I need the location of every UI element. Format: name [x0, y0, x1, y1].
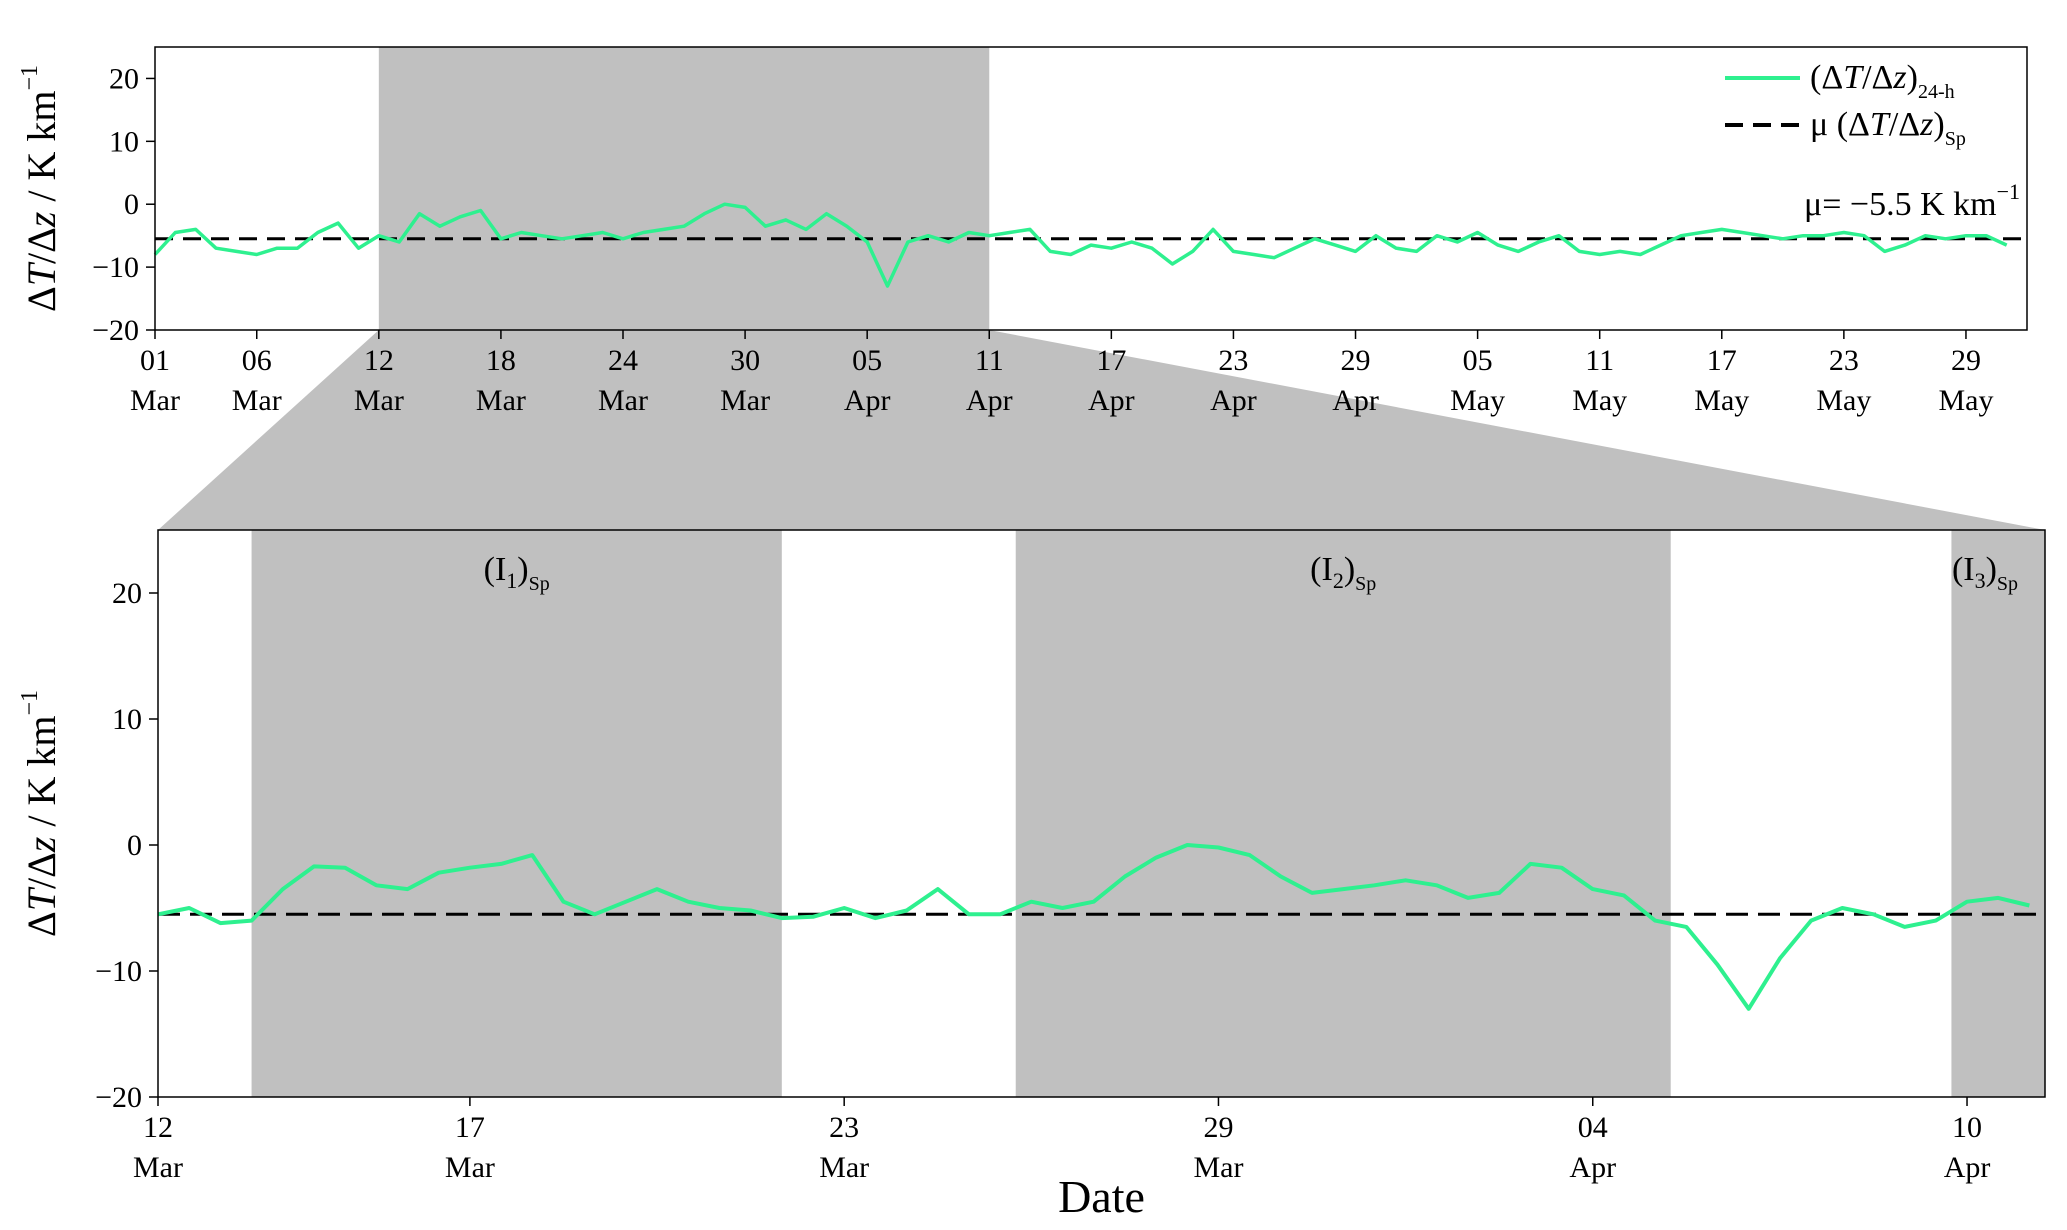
overview-y-tick-label: 10	[109, 125, 139, 158]
zoom-interval-2	[1015, 530, 1671, 1097]
overview-x-tick-month: Apr	[966, 384, 1013, 417]
zoom-interval-label-3: (I3)Sp	[1952, 551, 2018, 595]
zoom-y-tick-label: 10	[112, 703, 142, 736]
zoom-x-axis-label: Date	[1058, 1171, 1145, 1222]
zoom-x-tick-label: 17	[455, 1111, 485, 1144]
zoom-x-tick-label: 23	[829, 1111, 859, 1144]
zoom-interval-label-1: (I1)Sp	[484, 551, 550, 595]
zoom-x-tick-month: Mar	[1193, 1151, 1243, 1184]
zoom-intervals	[251, 530, 2045, 1097]
zoom-y-tick-label: 20	[112, 577, 142, 610]
overview-x-tick-label: 18	[486, 344, 516, 377]
zoom-y-ticks: −20 −10 0 10 20	[95, 577, 158, 1114]
mean-annotation: μ= −5.5 K km−1	[1804, 179, 2020, 223]
zoom-x-tick-label: 04	[1578, 1111, 1608, 1144]
zoom-x-tick-month: Apr	[1569, 1151, 1616, 1184]
zoom-x-tick-label: 29	[1203, 1111, 1233, 1144]
overview-y-tick-label: 20	[109, 62, 139, 95]
overview-x-tick-label: 01	[140, 344, 170, 377]
overview-x-tick-month: May	[1938, 384, 1993, 417]
zoom-x-tick-label: 10	[1952, 1111, 1982, 1144]
zoom-y-tick-label: −20	[95, 1081, 142, 1114]
zoom-series-line	[157, 843, 2030, 1011]
overview-x-tick-month: May	[1450, 384, 1505, 417]
zoom-y-tick-label: −10	[95, 955, 142, 988]
zoom-connector	[158, 330, 2045, 530]
zoom-y-axis-label: ΔT/Δz / K km−1	[17, 690, 64, 937]
overview-x-tick-month: May	[1816, 384, 1871, 417]
zoom-interval-label-2: (I2)Sp	[1310, 551, 1376, 595]
overview-x-tick-label: 29	[1341, 344, 1371, 377]
overview-x-tick-month: Apr	[844, 384, 891, 417]
overview-y-ticks: −20 −10 0 10 20	[92, 62, 155, 347]
overview-x-tick-label: 23	[1829, 344, 1859, 377]
overview-x-tick-month: Mar	[232, 384, 282, 417]
overview-x-tick-label: 17	[1707, 344, 1737, 377]
overview-series-line	[153, 202, 2008, 288]
overview-x-tick-label: 12	[364, 344, 394, 377]
zoom-interval-3	[1951, 530, 2045, 1097]
overview-x-tick-label: 17	[1096, 344, 1126, 377]
overview-x-tick-label: 30	[730, 344, 760, 377]
zoom-interval-labels: (I1)Sp (I2)Sp (I3)Sp	[484, 551, 2018, 595]
legend-label-24h: (ΔT/Δz)24-h	[1810, 59, 1955, 103]
zoom-x-tick-month: Apr	[1944, 1151, 1991, 1184]
overview-x-tick-month: May	[1572, 384, 1627, 417]
overview-y-tick-label: −10	[92, 251, 139, 284]
overview-x-tick-month: Mar	[476, 384, 526, 417]
zoom-x-tick-month: Mar	[445, 1151, 495, 1184]
overview-x-ticks: 01 Mar 06 Mar 12 Mar 18 Mar 24 Mar 30 Mar 05 Apr 11 Apr…	[130, 330, 1993, 417]
overview-x-tick-month: Apr	[1210, 384, 1257, 417]
overview-x-tick-month: Mar	[720, 384, 770, 417]
zoom-x-tick-label: 12	[143, 1111, 173, 1144]
overview-x-tick-label: 24	[608, 344, 638, 377]
overview-x-tick-label: 29	[1951, 344, 1981, 377]
overview-highlight-span	[378, 47, 990, 330]
overview-x-tick-label: 11	[1585, 344, 1614, 377]
overview-panel: −20 −10 0 10 20 01 Mar 06 Mar 12 Mar 18 Mar 24 Mar 30 M…	[17, 46, 2028, 417]
overview-x-tick-month: May	[1694, 384, 1749, 417]
overview-plot-frame	[154, 46, 2028, 331]
overview-y-axis-label: ΔT/Δz / K km−1	[17, 65, 64, 312]
zoom-panel: −20 −10 0 10 20 12 Mar 17 Mar 23 Mar 29 Mar 04 Apr 10 A…	[17, 529, 2046, 1222]
zoom-x-tick-month: Mar	[133, 1151, 183, 1184]
overview-x-tick-label: 05	[1463, 344, 1493, 377]
overview-x-tick-month: Mar	[598, 384, 648, 417]
overview-x-tick-month: Mar	[130, 384, 180, 417]
zoom-x-tick-month: Mar	[819, 1151, 869, 1184]
overview-y-tick-label: −20	[92, 314, 139, 347]
zoom-x-ticks: 12 Mar 17 Mar 23 Mar 29 Mar 04 Apr 10 Apr	[133, 1097, 1990, 1184]
overview-x-tick-label: 11	[975, 344, 1004, 377]
zoom-interval-1	[251, 530, 782, 1097]
overview-x-tick-label: 05	[852, 344, 882, 377]
zoom-y-tick-label: 0	[127, 829, 142, 862]
overview-x-tick-month: Mar	[354, 384, 404, 417]
legend: (ΔT/Δz)24-h μ (ΔT/Δz)Sp	[1725, 59, 1966, 150]
legend-label-mean: μ (ΔT/Δz)Sp	[1810, 106, 1966, 150]
overview-x-tick-label: 06	[242, 344, 272, 377]
zoom-plot-frame	[157, 529, 2046, 1098]
overview-x-tick-month: Apr	[1332, 384, 1379, 417]
overview-x-tick-month: Apr	[1088, 384, 1135, 417]
overview-y-tick-label: 0	[124, 188, 139, 221]
overview-x-tick-label: 23	[1218, 344, 1248, 377]
